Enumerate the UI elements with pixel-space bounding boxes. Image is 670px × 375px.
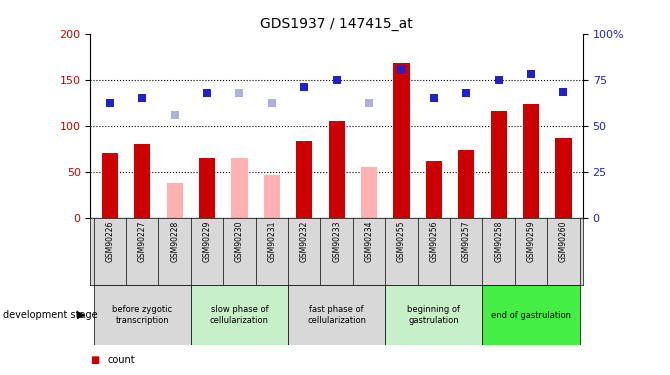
Text: beginning of
gastrulation: beginning of gastrulation — [407, 305, 460, 325]
Text: GSM90260: GSM90260 — [559, 221, 568, 262]
Bar — [482, 285, 580, 345]
Point — [331, 77, 342, 83]
Bar — [458, 150, 474, 217]
Point — [105, 100, 115, 106]
Bar — [328, 121, 345, 218]
Bar — [490, 111, 507, 218]
Text: count: count — [107, 355, 135, 365]
Bar — [393, 63, 409, 217]
Text: fast phase of
cellularization: fast phase of cellularization — [307, 305, 366, 325]
Point — [526, 71, 537, 77]
Text: GSM90234: GSM90234 — [364, 221, 374, 262]
Bar — [288, 285, 385, 345]
Bar — [102, 153, 118, 218]
Text: ■: ■ — [90, 355, 100, 365]
Text: GSM90228: GSM90228 — [170, 221, 179, 262]
Text: GSM90255: GSM90255 — [397, 221, 406, 262]
Text: GSM90230: GSM90230 — [235, 221, 244, 262]
Bar — [385, 285, 482, 345]
Bar — [555, 138, 572, 218]
Point — [234, 90, 245, 96]
Point — [267, 100, 277, 106]
Point — [137, 95, 147, 101]
Bar — [134, 144, 150, 218]
Bar — [425, 160, 442, 218]
Bar — [296, 141, 312, 218]
Point — [493, 77, 504, 83]
Text: GSM90232: GSM90232 — [299, 221, 309, 262]
Bar — [264, 175, 280, 217]
Point — [558, 88, 569, 94]
Point — [299, 84, 310, 90]
Text: GSM90226: GSM90226 — [105, 221, 115, 262]
Bar — [199, 158, 215, 218]
Text: GSM90227: GSM90227 — [138, 221, 147, 262]
Point — [202, 90, 212, 96]
Bar — [231, 158, 248, 218]
Text: GSM90229: GSM90229 — [202, 221, 212, 262]
Point — [396, 66, 407, 72]
Text: end of gastrulation: end of gastrulation — [491, 310, 571, 320]
Point — [170, 112, 180, 118]
Text: GSM90233: GSM90233 — [332, 221, 341, 262]
Bar — [361, 167, 377, 218]
Text: ▶: ▶ — [77, 310, 86, 320]
Bar — [191, 285, 288, 345]
Text: before zygotic
transcription: before zygotic transcription — [112, 305, 172, 325]
Text: GSM90231: GSM90231 — [267, 221, 277, 262]
Point — [364, 100, 375, 106]
Text: slow phase of
cellularization: slow phase of cellularization — [210, 305, 269, 325]
Bar — [523, 104, 539, 218]
Text: development stage: development stage — [3, 310, 98, 320]
Text: GSM90256: GSM90256 — [429, 221, 438, 262]
Point — [429, 95, 440, 101]
Text: GSM90258: GSM90258 — [494, 221, 503, 262]
Text: GSM90259: GSM90259 — [527, 221, 535, 262]
Title: GDS1937 / 147415_at: GDS1937 / 147415_at — [261, 17, 413, 32]
Bar — [94, 285, 191, 345]
Text: GSM90257: GSM90257 — [462, 221, 471, 262]
Bar — [167, 183, 183, 218]
Point — [461, 90, 472, 96]
